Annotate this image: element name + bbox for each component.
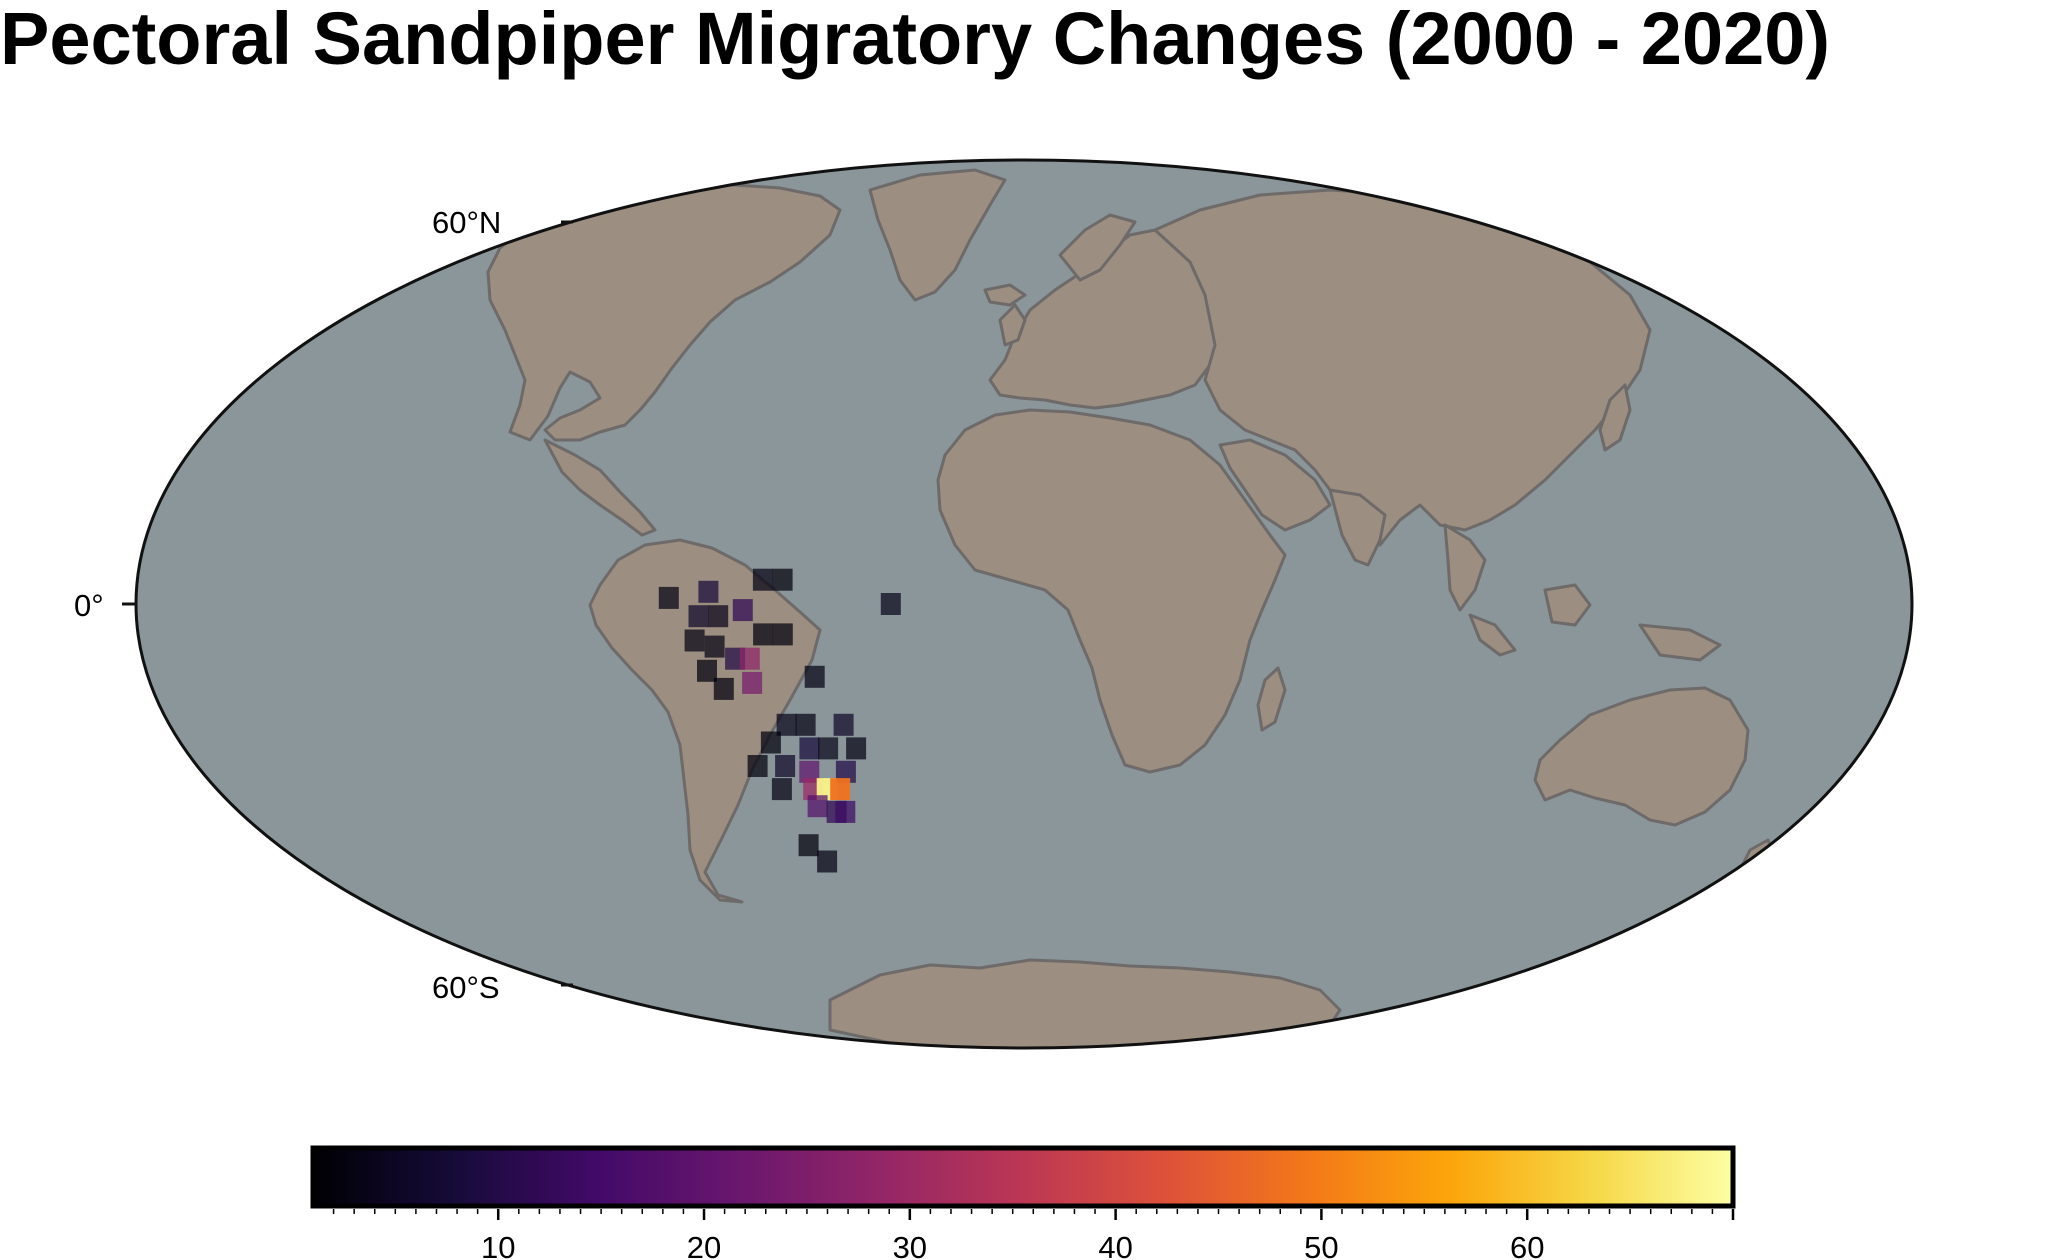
madagascar bbox=[1256, 666, 1287, 732]
central-america bbox=[543, 438, 657, 537]
colorbar-gradient bbox=[310, 1145, 1736, 1209]
observation-cell bbox=[658, 586, 679, 609]
observation-cell bbox=[760, 731, 781, 754]
colorbar: 10 20 30 40 50 60 bbox=[310, 1145, 1736, 1260]
observation-cell bbox=[799, 760, 820, 783]
observation-cell bbox=[772, 568, 793, 591]
observation-cell bbox=[817, 850, 838, 873]
observation-cell bbox=[739, 647, 760, 670]
observation-cell bbox=[818, 737, 839, 760]
africa bbox=[936, 408, 1287, 774]
observation-cell bbox=[747, 755, 768, 777]
observation-cell bbox=[776, 713, 797, 736]
observation-cell bbox=[775, 755, 796, 777]
map-title: Pectoral Sandpiper Migratory Changes (20… bbox=[0, 0, 1831, 80]
japan bbox=[1598, 383, 1632, 452]
label-60s: 60°S bbox=[432, 970, 500, 1005]
observation-cell bbox=[798, 834, 819, 857]
observation-cell bbox=[804, 665, 825, 688]
indochina bbox=[1443, 523, 1487, 612]
iceland bbox=[983, 283, 1027, 307]
observation-cell bbox=[835, 800, 856, 823]
colorbar-tick-label: 30 bbox=[893, 1230, 927, 1260]
observation-cell bbox=[807, 795, 828, 818]
observation-cell bbox=[753, 623, 774, 646]
observation-cell bbox=[833, 713, 854, 736]
observation-cell bbox=[704, 635, 725, 658]
landmasses bbox=[486, 168, 1777, 1048]
sumatra bbox=[1468, 613, 1517, 657]
great-britain bbox=[998, 303, 1027, 347]
observation-cell bbox=[697, 659, 717, 682]
observation-cell bbox=[684, 629, 705, 652]
observation-cell bbox=[732, 599, 753, 622]
observation-grid bbox=[658, 568, 901, 873]
scandinavia bbox=[1058, 213, 1137, 282]
observation-cell bbox=[771, 778, 792, 801]
colorbar-tick-label: 10 bbox=[481, 1230, 515, 1260]
australia bbox=[1533, 686, 1750, 827]
colorbar-tick-label: 50 bbox=[1304, 1230, 1338, 1260]
observation-cell bbox=[708, 605, 729, 628]
colorbar-tick-label: 60 bbox=[1510, 1230, 1544, 1260]
colorbar-ticks: 10 20 30 40 50 60 bbox=[332, 1209, 1735, 1260]
observation-cell bbox=[742, 671, 763, 694]
observation-cell bbox=[835, 760, 856, 783]
borneo bbox=[1543, 583, 1592, 627]
arabia bbox=[1218, 438, 1332, 532]
observation-cell bbox=[799, 737, 820, 760]
greenland bbox=[868, 168, 1007, 302]
observation-cell bbox=[698, 580, 719, 603]
colorbar-tick-label: 40 bbox=[1098, 1230, 1132, 1260]
colorbar-tick-label: 20 bbox=[687, 1230, 721, 1260]
new-guinea bbox=[1638, 623, 1722, 662]
observation-cell bbox=[752, 568, 773, 591]
label-60n: 60°N bbox=[432, 205, 501, 240]
observation-cell bbox=[795, 713, 816, 736]
observation-cell bbox=[846, 737, 867, 760]
observation-cell bbox=[688, 605, 709, 628]
label-equator: 0° bbox=[74, 588, 104, 623]
antarctica bbox=[828, 958, 1342, 1048]
observation-cell bbox=[830, 778, 851, 801]
observation-cell bbox=[713, 677, 734, 700]
observation-cell bbox=[880, 593, 901, 615]
observation-cell bbox=[772, 623, 793, 646]
india bbox=[1328, 488, 1387, 567]
north-america bbox=[486, 182, 842, 442]
